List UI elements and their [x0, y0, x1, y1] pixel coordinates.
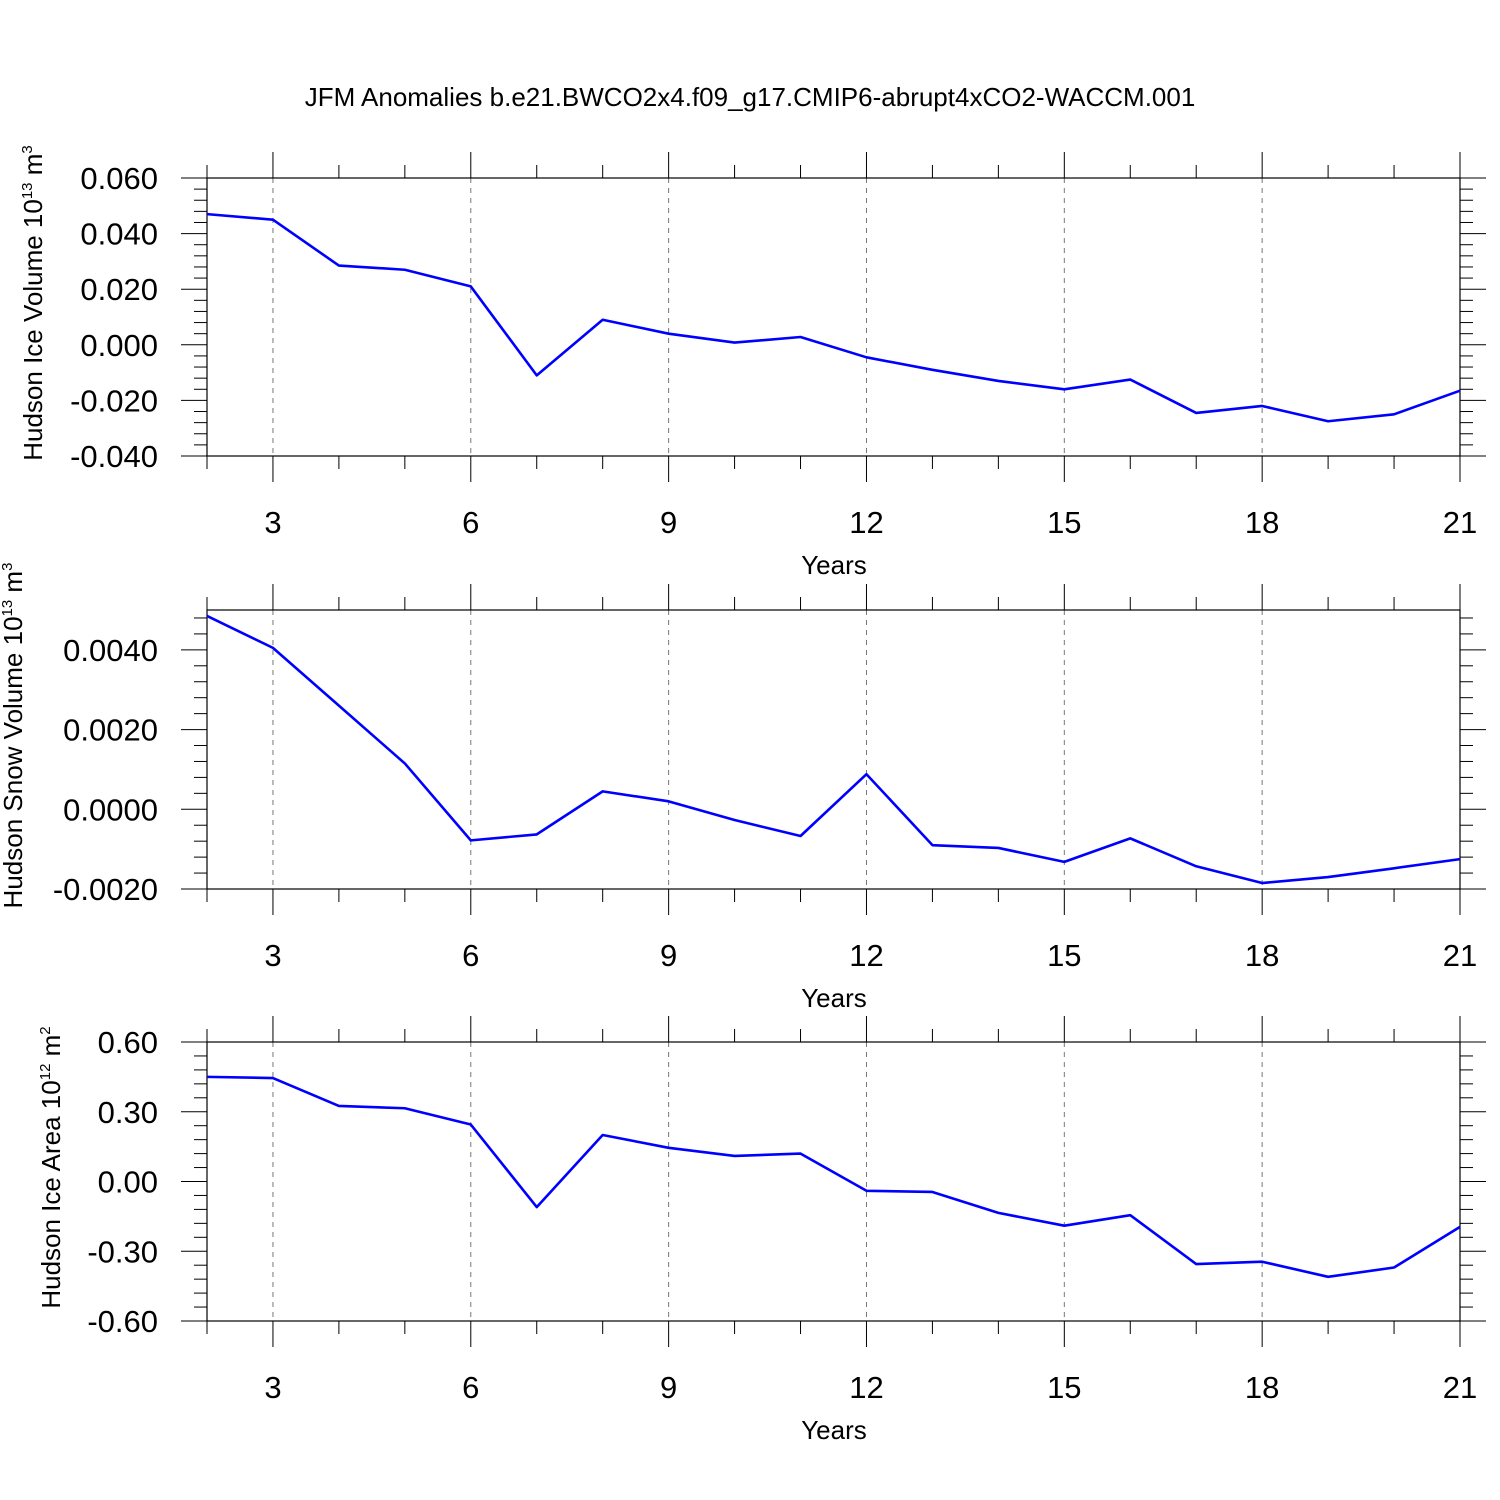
x-tick-label: 3: [264, 1370, 281, 1405]
x-tick-label: 18: [1245, 505, 1279, 540]
y-axis-title-unit: m: [36, 1035, 66, 1064]
x-tick-label: 9: [660, 938, 677, 973]
x-axis-title: Years: [801, 550, 867, 580]
y-tick-label: 0.020: [80, 272, 158, 307]
x-tick-label: 21: [1443, 1370, 1477, 1405]
y-tick-label: -0.0020: [53, 872, 158, 907]
plot-frame: [206, 177, 1461, 457]
panels: 3 6 9 12 15 18 21 -0.040 -0.020 0.000 0.020 0.040 0.…: [0, 145, 1486, 1445]
series-line: [206, 614, 1461, 885]
plot-frame: [206, 609, 1461, 890]
y-tick-label: 0.60: [98, 1025, 158, 1060]
y-axis-title-unit-exponent: 2: [37, 1026, 54, 1034]
y-tick-label: -0.020: [70, 383, 158, 418]
series-line: [206, 1075, 1461, 1279]
y-axis-title: Hudson Ice Volume 1013 m3: [18, 145, 48, 461]
y-axis-title-unit: m: [18, 154, 48, 183]
x-tick-label: 3: [264, 505, 281, 540]
y-axis-title-main: Hudson Ice Volume 10: [18, 199, 48, 461]
x-tick-label: 12: [849, 505, 883, 540]
x-tick-label: 3: [264, 938, 281, 973]
y-tick-label: 0.000: [80, 328, 158, 363]
y-tick-label: -0.60: [87, 1304, 158, 1339]
panel-3: 3 6 9 12 15 18 21 -0.60 -0.30 0.00 0.30 0.60 Years Hu…: [36, 1016, 1486, 1445]
x-tick-label: 12: [849, 1370, 883, 1405]
plot-frame: [206, 1041, 1461, 1322]
panel-2: 3 6 9 12 15 18 21 -0.0020 0.0000 0.0020 0.0040 Year…: [0, 563, 1486, 1013]
y-axis-title: Hudson Snow Volume 1013 m3: [0, 563, 28, 909]
y-axis-title-exponent: 13: [19, 182, 36, 199]
y-axis-title-exponent: 12: [37, 1064, 54, 1081]
y-axis-title-unit-exponent: 3: [19, 145, 36, 153]
panel-1: 3 6 9 12 15 18 21 -0.040 -0.020 0.000 0.020 0.040 0.…: [18, 145, 1486, 580]
y-tick-label: 0.00: [98, 1165, 158, 1200]
y-tick-label: -0.30: [87, 1234, 158, 1269]
x-tick-label: 21: [1443, 938, 1477, 973]
x-tick-label: 15: [1047, 1370, 1081, 1405]
x-tick-label: 21: [1443, 505, 1477, 540]
y-tick-label: 0.0020: [63, 713, 158, 748]
chart-title: JFM Anomalies b.e21.BWCO2x4.f09_g17.CMIP…: [305, 82, 1196, 112]
y-axis-title-main: Hudson Snow Volume 10: [0, 616, 28, 908]
y-tick-label: 0.040: [80, 217, 158, 252]
x-tick-label: 9: [660, 505, 677, 540]
y-tick-label: 0.0000: [63, 792, 158, 827]
x-axis-title: Years: [801, 983, 867, 1013]
x-axis-title: Years: [801, 1415, 867, 1445]
x-tick-label: 18: [1245, 1370, 1279, 1405]
x-tick-label: 15: [1047, 938, 1081, 973]
y-tick-label: -0.040: [70, 439, 158, 474]
series-line: [206, 212, 1461, 423]
x-tick-label: 6: [462, 1370, 479, 1405]
y-axis-title: Hudson Ice Area 1012 m2: [36, 1026, 66, 1308]
x-tick-label: 12: [849, 938, 883, 973]
y-tick-label: 0.0040: [63, 633, 158, 668]
x-tick-label: 18: [1245, 938, 1279, 973]
x-tick-label: 9: [660, 1370, 677, 1405]
y-axis-title-exponent: 13: [0, 600, 16, 617]
y-axis-title-unit-exponent: 3: [0, 563, 16, 571]
y-tick-label: 0.060: [80, 161, 158, 196]
x-tick-label: 15: [1047, 505, 1081, 540]
y-tick-label: 0.30: [98, 1095, 158, 1130]
x-tick-label: 6: [462, 938, 479, 973]
x-tick-label: 6: [462, 505, 479, 540]
y-axis-title-main: Hudson Ice Area 10: [36, 1080, 66, 1308]
y-axis-title-unit: m: [0, 571, 28, 600]
